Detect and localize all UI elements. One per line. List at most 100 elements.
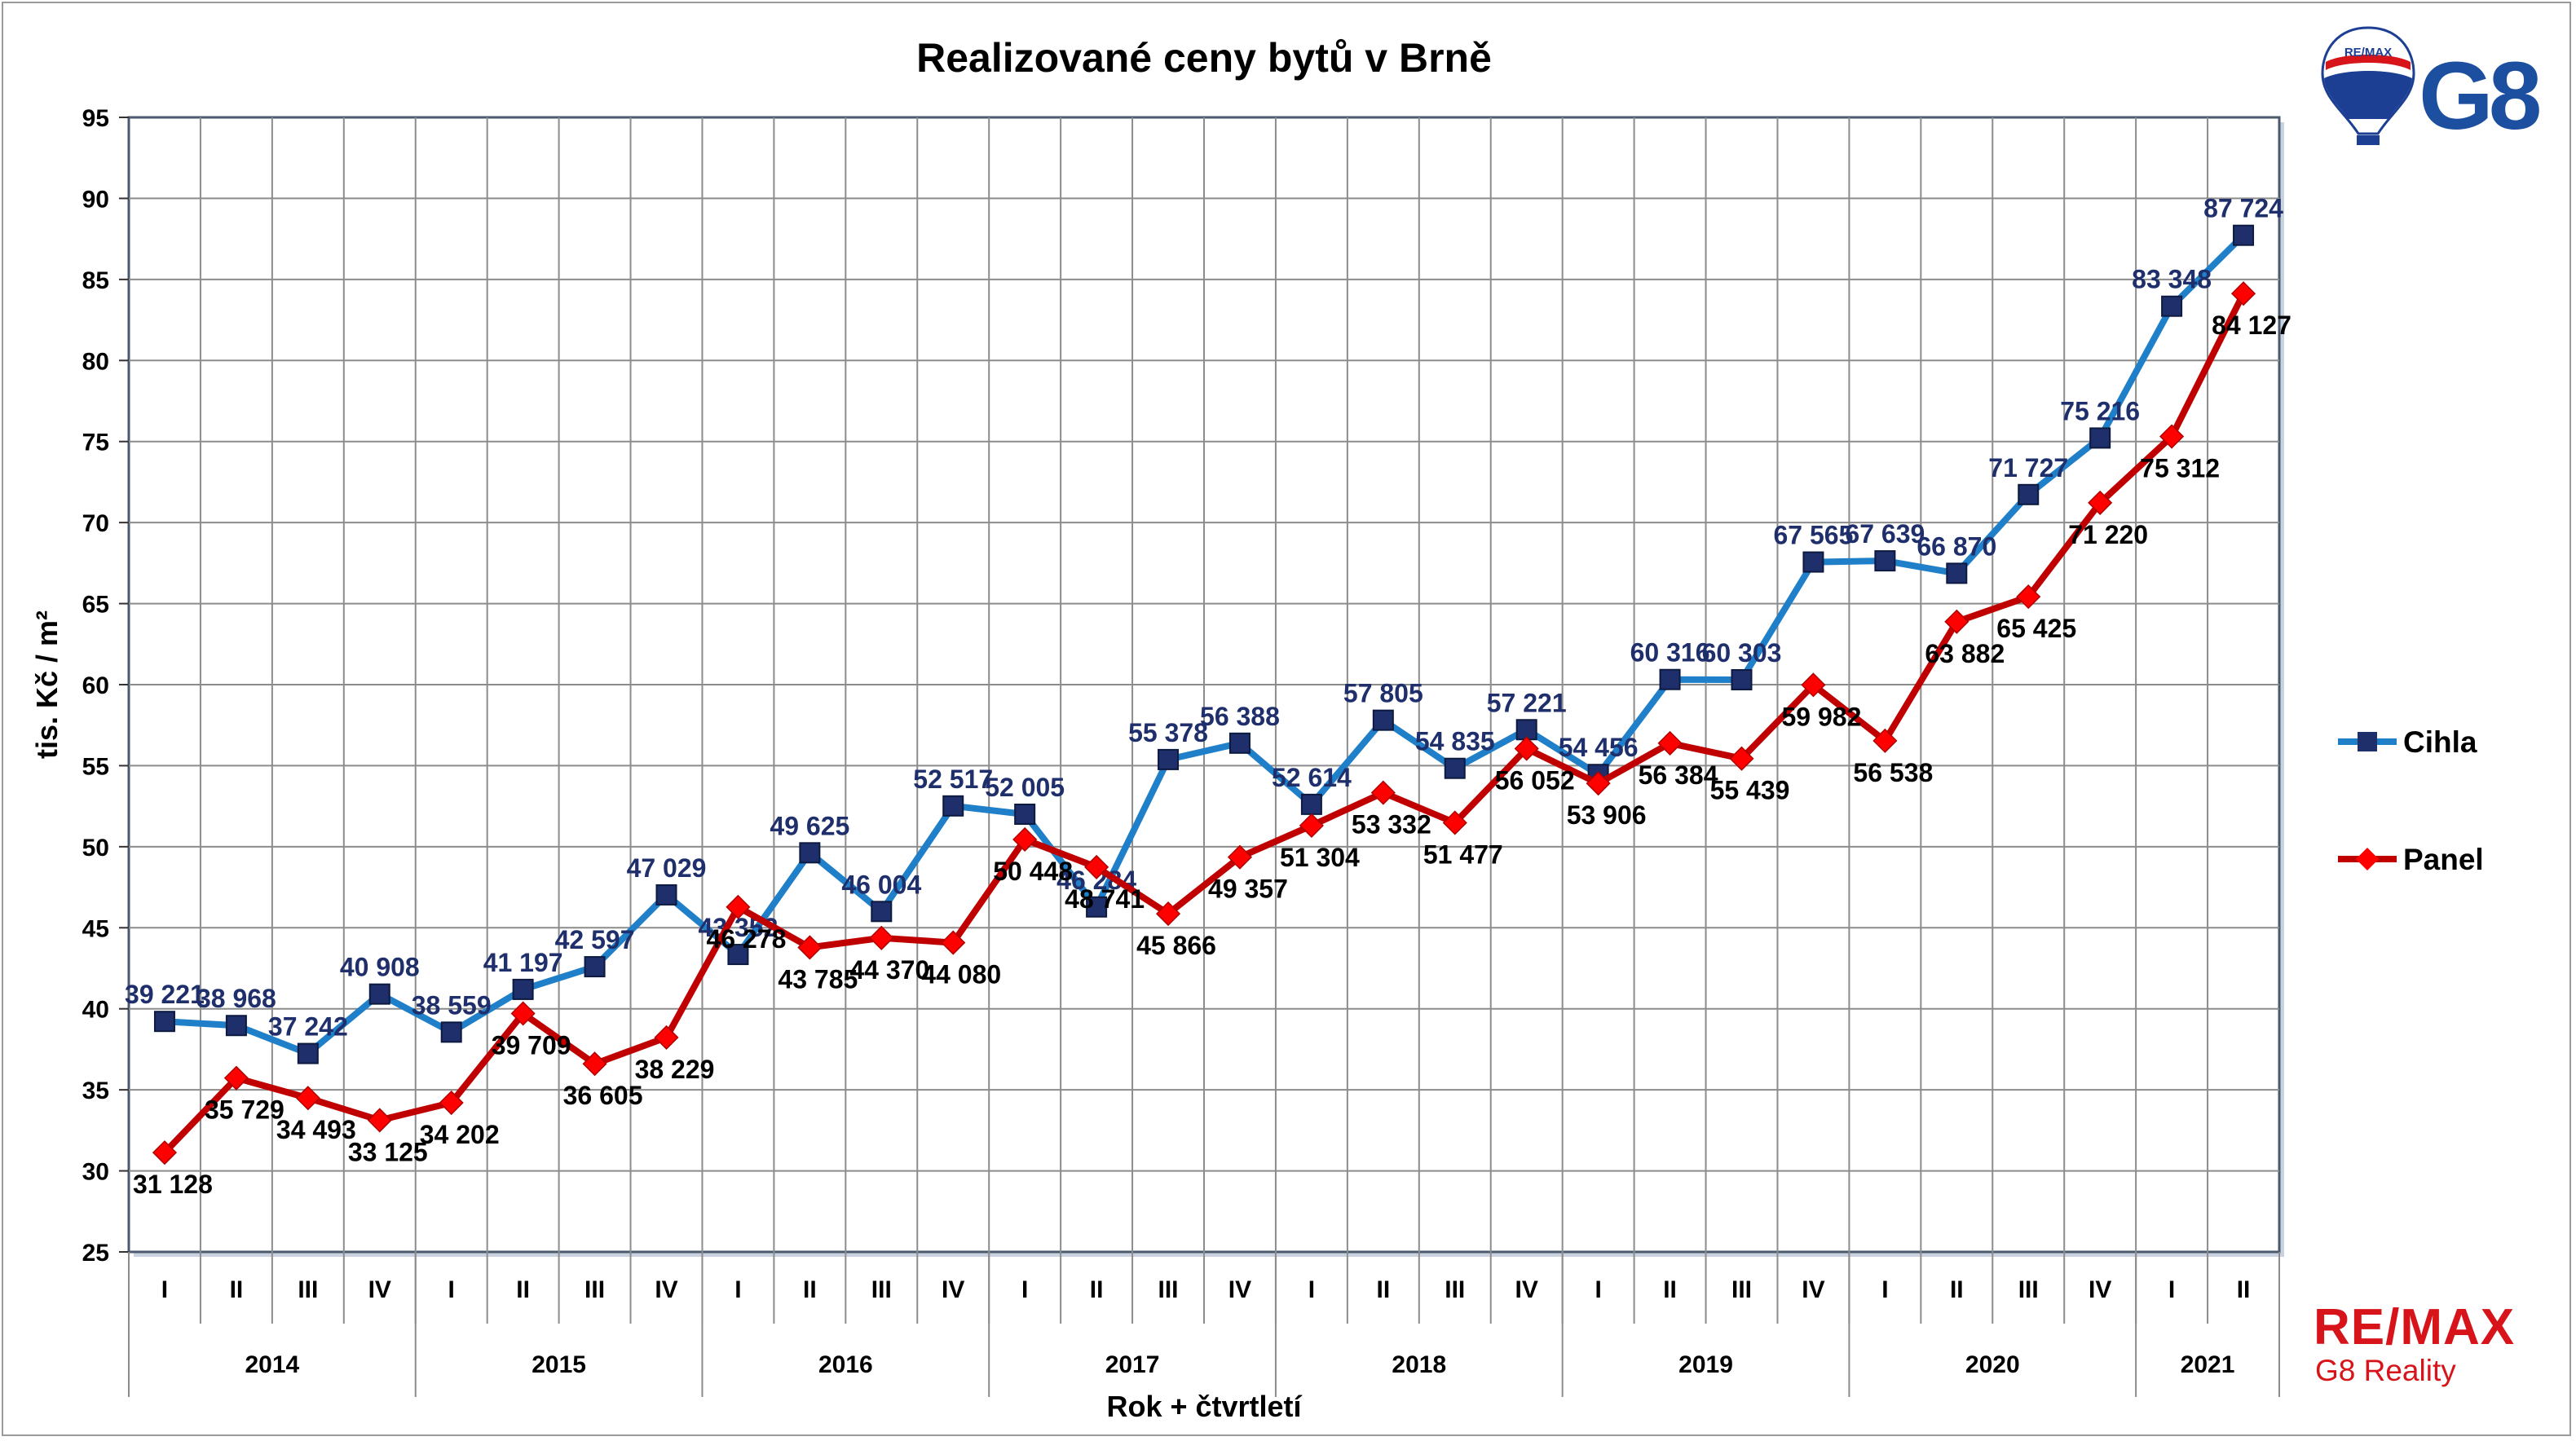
panel-data-label: 53 906 — [1567, 800, 1647, 830]
chart-title: Realizované ceny bytů v Brně — [916, 35, 1492, 81]
cihla-point-marker — [1515, 719, 1537, 741]
panel-data-label: 75 312 — [2140, 454, 2220, 483]
quarter-label: IV — [2089, 1276, 2111, 1303]
quarter-label: I — [161, 1276, 168, 1303]
quarter-label: I — [1021, 1276, 1028, 1303]
cihla-point-marker — [1444, 757, 1466, 779]
cihla-data-label: 67 565 — [1773, 521, 1853, 550]
panel-data-label: 49 357 — [1208, 875, 1288, 904]
quarter-label: I — [1308, 1276, 1315, 1303]
legend-marker-panel — [2356, 848, 2379, 870]
cihla-data-label: 60 316 — [1630, 638, 1710, 668]
cihla-data-label: 52 005 — [985, 773, 1065, 802]
panel-point-marker — [367, 1108, 392, 1133]
panel-point-marker — [797, 935, 823, 960]
panel-point-marker — [869, 925, 894, 950]
cihla-point-marker — [1228, 732, 1251, 754]
year-label: 2021 — [2181, 1351, 2235, 1378]
panel-data-label: 71 220 — [2068, 520, 2148, 549]
quarter-label: II — [230, 1276, 244, 1303]
panel-point-marker — [1442, 810, 1467, 835]
panel-data-label: 34 493 — [276, 1115, 356, 1144]
cihla-data-label: 39 221 — [125, 980, 205, 1009]
panel-point-marker — [1657, 730, 1683, 756]
cihla-point-marker — [2161, 295, 2183, 317]
quarter-label: III — [1731, 1276, 1752, 1303]
y-tick-label: 40 — [82, 997, 109, 1024]
year-label: 2017 — [1105, 1351, 1160, 1378]
year-label: 2018 — [1392, 1351, 1446, 1378]
panel-data-label: 65 425 — [1996, 614, 2076, 643]
cihla-point-marker — [2233, 224, 2255, 246]
quarter-label: I — [2168, 1276, 2175, 1303]
y-tick-label: 25 — [82, 1240, 109, 1267]
panel-data-label: 59 982 — [1781, 702, 1861, 731]
cihla-point-marker — [297, 1042, 319, 1064]
panel-point-marker — [1514, 736, 1539, 761]
quarter-label: II — [1663, 1276, 1677, 1303]
panel-point-marker — [152, 1140, 178, 1166]
panel-data-label: 35 729 — [205, 1095, 285, 1125]
panel-point-marker — [1729, 746, 1754, 771]
y-tick-label: 80 — [82, 348, 109, 375]
y-tick-label: 65 — [82, 592, 109, 619]
cihla-data-label: 38 559 — [412, 990, 492, 1020]
year-label: 2014 — [245, 1351, 299, 1378]
panel-data-label: 45 866 — [1136, 931, 1216, 960]
cihla-data-label: 56 388 — [1200, 702, 1280, 731]
panel-data-label: 63 882 — [1925, 639, 2005, 668]
cihla-point-marker — [1158, 748, 1180, 770]
quarter-label: II — [803, 1276, 817, 1303]
panel-point-marker — [1370, 780, 1396, 805]
year-label: 2016 — [818, 1351, 873, 1378]
cihla-point-marker — [1086, 896, 1108, 918]
panel-point-marker — [1299, 813, 1324, 838]
cihla-data-label: 75 216 — [2060, 396, 2140, 425]
cihla-data-label: 54 456 — [1559, 733, 1639, 762]
cihla-data-label: 49 625 — [770, 811, 849, 840]
panel-point-marker — [510, 1001, 536, 1026]
cihla-data-label: 42 597 — [555, 925, 635, 954]
y-axis-title: tis. Kč / m² — [30, 610, 64, 759]
y-tick-label: 60 — [82, 672, 109, 699]
g8-wordmark: G8 — [2419, 42, 2539, 150]
cihla-point-marker — [1372, 709, 1394, 731]
cihla-point-marker — [584, 956, 606, 978]
panel-data-label: 39 709 — [492, 1031, 571, 1060]
panel-data-label: 56 052 — [1495, 766, 1575, 795]
quarter-label: II — [2237, 1276, 2251, 1303]
panel-point-marker — [2088, 490, 2113, 515]
cihla-data-label: 67 639 — [1845, 519, 1925, 549]
cihla-point-marker — [153, 1011, 175, 1033]
cihla-data-label: 54 835 — [1415, 727, 1495, 756]
remax-subtitle: G8 Reality — [2315, 1354, 2456, 1387]
quarter-label: I — [448, 1276, 455, 1303]
panel-data-label: 36 605 — [563, 1081, 643, 1110]
legend-marker-cihla — [2358, 732, 2377, 751]
panel-point-marker — [654, 1025, 679, 1050]
y-tick-label: 35 — [82, 1077, 109, 1104]
cihla-point-marker — [440, 1021, 462, 1043]
cihla-point-marker — [1946, 562, 1968, 584]
panel-point-marker — [295, 1086, 320, 1111]
quarter-label: III — [871, 1276, 892, 1303]
quarter-label: IV — [1802, 1276, 1824, 1303]
cihla-point-marker — [1300, 793, 1322, 815]
panel-point-marker — [1586, 771, 1611, 796]
quarter-label: I — [734, 1276, 741, 1303]
legend-label-cihla: Cihla — [2403, 725, 2477, 759]
panel-data-label: 51 304 — [1280, 843, 1360, 872]
cihla-data-label: 52 517 — [913, 765, 993, 794]
year-label: 2019 — [1678, 1351, 1733, 1378]
panel-data-label: 56 538 — [1853, 758, 1933, 787]
quarter-label: I — [1595, 1276, 1601, 1303]
panel-data-label: 46 278 — [706, 924, 786, 954]
cihla-point-marker — [1659, 668, 1681, 690]
cihla-point-marker — [871, 901, 893, 923]
panel-data-label: 43 785 — [778, 964, 858, 994]
cihla-data-label: 57 805 — [1343, 679, 1423, 708]
quarter-label: II — [1376, 1276, 1390, 1303]
quarter-label: II — [1950, 1276, 1964, 1303]
quarter-label: I — [1881, 1276, 1888, 1303]
